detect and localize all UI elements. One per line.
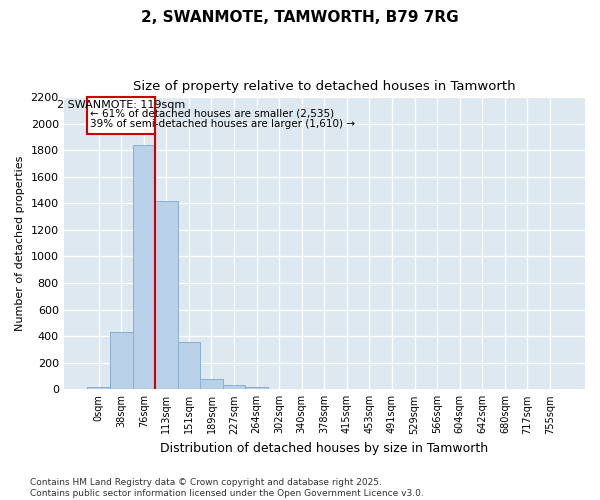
- FancyBboxPatch shape: [88, 97, 155, 134]
- Bar: [110, 332, 133, 390]
- Title: Size of property relative to detached houses in Tamworth: Size of property relative to detached ho…: [133, 80, 515, 93]
- Bar: [155, 200, 178, 390]
- Y-axis label: Number of detached properties: Number of detached properties: [15, 156, 25, 331]
- Bar: [200, 378, 223, 390]
- Bar: [133, 145, 155, 390]
- Text: 2, SWANMOTE, TAMWORTH, B79 7RG: 2, SWANMOTE, TAMWORTH, B79 7RG: [141, 10, 459, 25]
- X-axis label: Distribution of detached houses by size in Tamworth: Distribution of detached houses by size …: [160, 442, 488, 455]
- Text: 39% of semi-detached houses are larger (1,610) →: 39% of semi-detached houses are larger (…: [89, 120, 355, 130]
- Bar: [88, 388, 110, 390]
- Text: 2 SWANMOTE: 119sqm: 2 SWANMOTE: 119sqm: [57, 100, 185, 110]
- Text: ← 61% of detached houses are smaller (2,535): ← 61% of detached houses are smaller (2,…: [89, 108, 334, 118]
- Bar: [245, 388, 268, 390]
- Bar: [223, 386, 245, 390]
- Text: Contains HM Land Registry data © Crown copyright and database right 2025.
Contai: Contains HM Land Registry data © Crown c…: [30, 478, 424, 498]
- Bar: [178, 342, 200, 390]
